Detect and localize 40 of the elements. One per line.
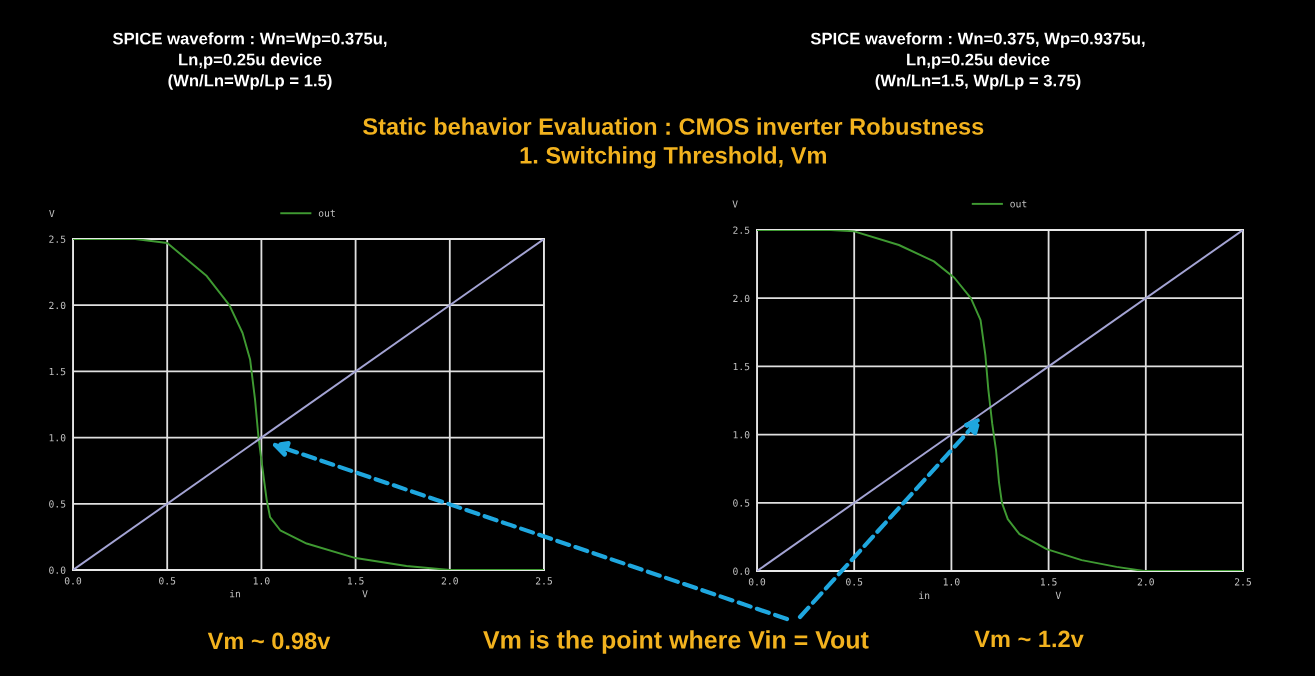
y-tick-label: 0.5: [733, 499, 750, 507]
x-tick-label: 2.0: [1137, 578, 1154, 586]
line-series: [73, 239, 544, 570]
y-tick-label: 1.0: [49, 434, 66, 442]
line-series: [757, 230, 1243, 571]
legend-label: out: [1010, 200, 1027, 208]
x-tick-label: 0.0: [748, 578, 766, 586]
x-axis-title: in: [919, 591, 930, 599]
y-tick-label: 2.5: [733, 226, 750, 234]
y-tick-label: 2.0: [49, 301, 66, 310]
y-tick-label: 0.0: [49, 566, 66, 574]
y-tick-label: 0.0: [733, 567, 750, 575]
y-tick-label: 1.5: [733, 363, 750, 371]
x-tick-label: 2.5: [1234, 578, 1251, 586]
x-axis-title: in: [230, 589, 241, 598]
y-tick-label: 1.0: [733, 431, 750, 439]
text: V: [1055, 591, 1061, 599]
y-axis-title: V: [732, 200, 738, 208]
text: Vm is the point where Vin = Vout: [483, 630, 869, 654]
x-tick-label: 1.0: [253, 577, 270, 585]
chart-title: SPICE waveform : Wn=Wp=0.375u, Ln,p=0.25u device (Wn/Ln=Wp/Lp = 1.5): [112, 32, 387, 90]
y-tick-label: 2.5: [49, 235, 66, 243]
text: V: [362, 590, 368, 598]
x-tick-label: 0.5: [159, 577, 176, 585]
y-tick-label: 0.5: [49, 500, 66, 508]
x-tick-label: 0.5: [846, 578, 863, 586]
text: Vm ~ 0.98v: [207, 632, 331, 650]
x-tick-label: 2.5: [535, 577, 552, 585]
text: Vm ~ 1.2v: [974, 630, 1084, 648]
x-tick-label: 1.5: [347, 577, 364, 585]
x-tick-label: 0.0: [64, 577, 82, 585]
y-axis-title: V: [49, 210, 55, 218]
y-tick-label: 2.0: [733, 294, 750, 303]
x-tick-label: 2.0: [441, 577, 458, 585]
x-tick-label: 1.0: [943, 578, 960, 586]
x-tick-label: 1.5: [1040, 578, 1057, 586]
text: Static behavior Evaluation : CMOS inverter Robustness 1. Switching Threshold, Vm: [363, 117, 984, 169]
legend-label: out: [318, 209, 335, 217]
y-tick-label: 1.5: [49, 368, 66, 376]
chart-title: SPICE waveform : Wn=0.375, Wp=0.9375u, Ln,p=0.25u device (Wn/Ln=1.5, Wp/Lp = 3.75): [810, 32, 1145, 90]
